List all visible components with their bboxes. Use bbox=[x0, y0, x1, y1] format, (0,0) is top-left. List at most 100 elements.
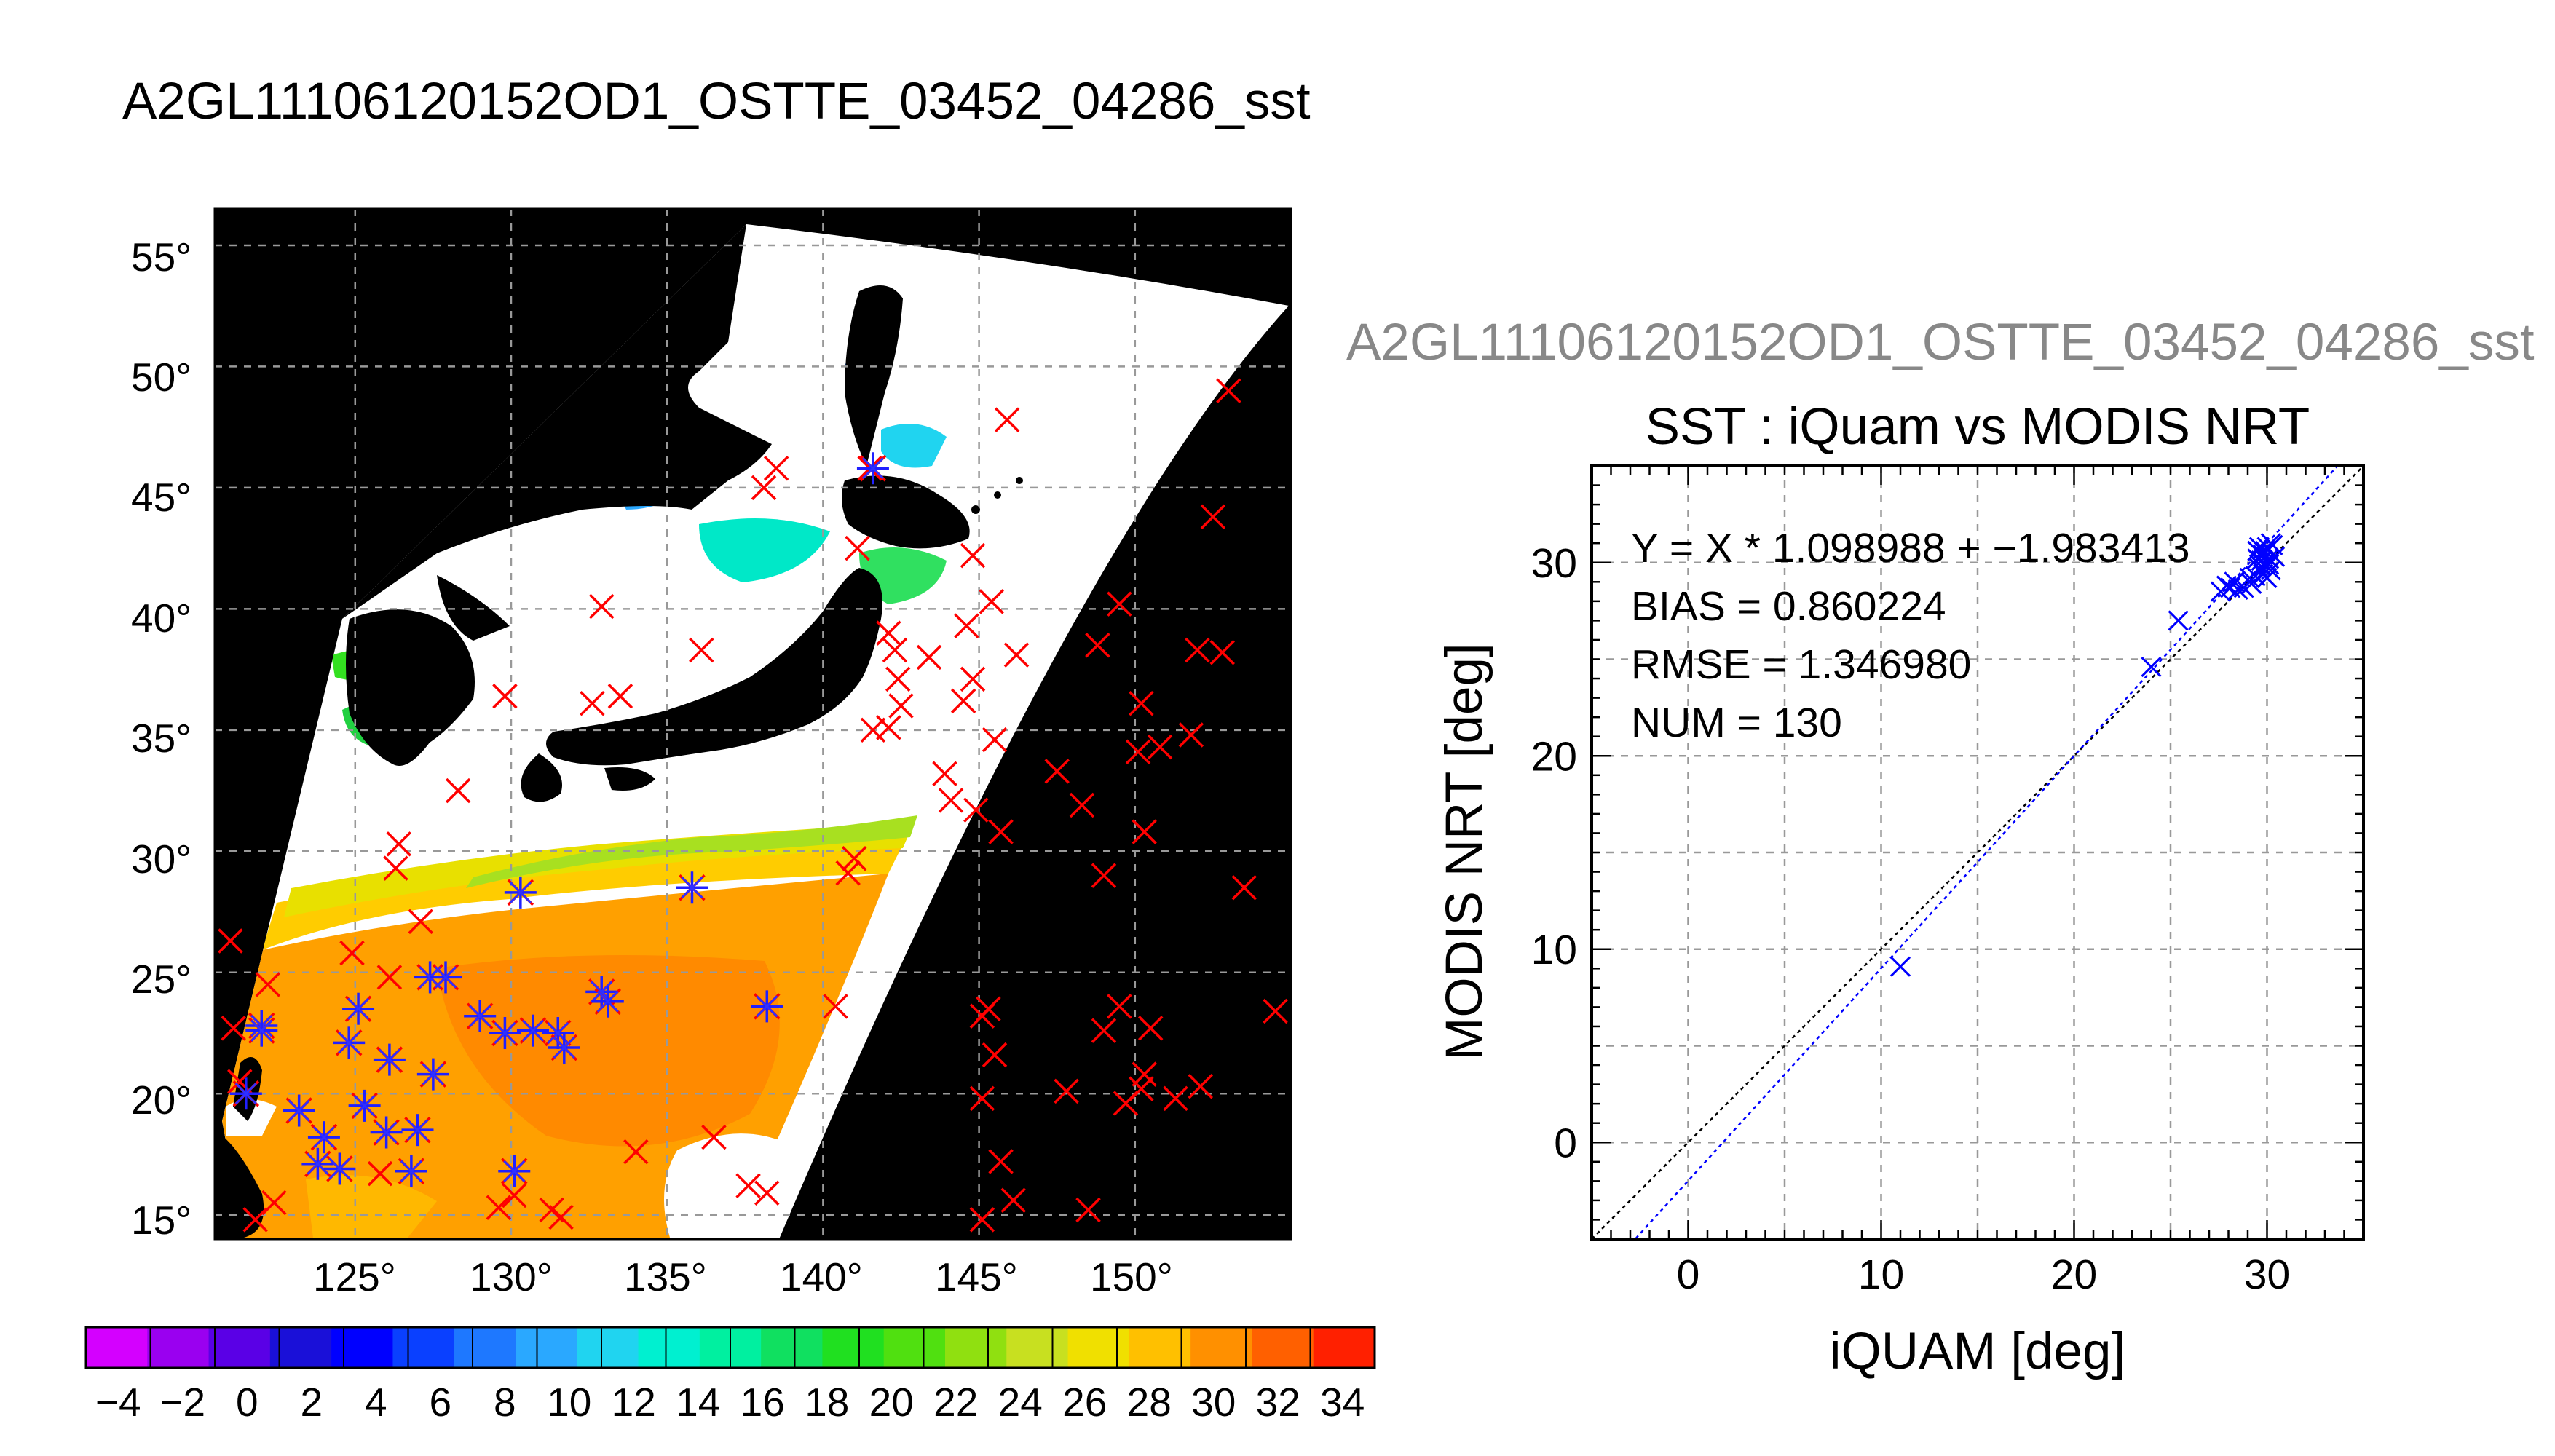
colorbar-cell bbox=[1313, 1327, 1375, 1368]
scatter-point bbox=[2259, 554, 2280, 575]
in-situ-marker bbox=[988, 819, 1014, 844]
in-situ-marker bbox=[845, 535, 870, 561]
in-situ-marker bbox=[969, 1085, 995, 1112]
in-situ-marker bbox=[954, 613, 979, 638]
scatter-frame bbox=[1590, 464, 2365, 1241]
matchup-marker bbox=[283, 1094, 315, 1127]
land-masses bbox=[218, 224, 1023, 1238]
in-situ-marker bbox=[1147, 734, 1173, 760]
scatter-point bbox=[2168, 610, 2189, 631]
in-situ-marker bbox=[376, 965, 403, 990]
matchup-marker bbox=[323, 1152, 356, 1185]
colorbar-cell bbox=[269, 1327, 332, 1368]
colorbar-cell bbox=[638, 1327, 700, 1368]
lon-tick-label: 130° bbox=[470, 1254, 553, 1299]
in-situ-marker bbox=[1003, 642, 1030, 668]
in-situ-marker bbox=[963, 797, 989, 823]
colorbar-cell bbox=[516, 1327, 577, 1368]
in-situ-marker bbox=[841, 846, 867, 871]
scatter-title: SST : iQuam vs MODIS NRT bbox=[1646, 398, 2310, 456]
matchup-marker bbox=[395, 1155, 427, 1187]
in-situ-marker bbox=[979, 589, 1004, 614]
matchup-marker bbox=[498, 1155, 531, 1187]
matchup-marker bbox=[591, 985, 624, 1018]
in-situ-marker bbox=[689, 637, 714, 663]
in-situ-marker bbox=[1113, 1091, 1139, 1116]
colorbar-tick-label: 32 bbox=[1256, 1380, 1300, 1425]
in-situ-marker bbox=[701, 1124, 727, 1150]
colorbar-tick-label: −4 bbox=[95, 1380, 141, 1425]
matchup-marker bbox=[489, 1017, 521, 1049]
colorbar-cell bbox=[147, 1327, 210, 1368]
lon-tick-label: 145° bbox=[935, 1254, 1018, 1299]
colorbar-tick-label: 20 bbox=[869, 1380, 914, 1425]
in-situ-marker bbox=[860, 717, 886, 743]
x-tick-label: 0 bbox=[1677, 1251, 1700, 1298]
in-situ-marker bbox=[227, 1069, 253, 1094]
scatter-point bbox=[2141, 657, 2162, 678]
scatter-panel: A2GL11106120152OD1_OSTTE_03452_04286_sst… bbox=[1346, 314, 2535, 1380]
in-situ-marker bbox=[751, 475, 777, 501]
in-situ-marker bbox=[1075, 1197, 1101, 1223]
scatter-point bbox=[2260, 533, 2281, 554]
in-situ-marker bbox=[1188, 1074, 1213, 1099]
in-situ-marker bbox=[882, 637, 908, 663]
colorbar-tick-label: 22 bbox=[933, 1380, 978, 1425]
x-tick-label: 30 bbox=[2244, 1251, 2290, 1298]
lon-tick-labels: 125° 130° 135° 140° 145° 150° bbox=[313, 1254, 1173, 1299]
in-situ-marker bbox=[1125, 739, 1151, 765]
colorbar-tick-label: 8 bbox=[494, 1380, 516, 1425]
lat-tick-label: 55° bbox=[131, 234, 191, 280]
colorbar-cell bbox=[331, 1327, 393, 1368]
lat-tick-label: 20° bbox=[131, 1077, 191, 1123]
colorbar-tick-label: 14 bbox=[676, 1380, 720, 1425]
colorbar-tick-label: 6 bbox=[429, 1380, 451, 1425]
map-markers bbox=[218, 378, 1288, 1233]
matchup-marker bbox=[307, 1121, 340, 1154]
matchup-marker bbox=[516, 1014, 549, 1047]
colorbar-tick-label: 26 bbox=[1062, 1380, 1107, 1425]
in-situ-marker bbox=[976, 996, 1001, 1021]
matchup-marker bbox=[301, 1147, 334, 1180]
rmse-value: RMSE = 1.346980 bbox=[1631, 641, 1971, 688]
colorbar-tick-label: 10 bbox=[547, 1380, 591, 1425]
lat-tick-label: 45° bbox=[131, 475, 191, 520]
in-situ-marker bbox=[623, 1139, 649, 1165]
in-situ-marker bbox=[1085, 633, 1110, 658]
in-situ-marker bbox=[502, 1182, 527, 1208]
colorbar-tick-label: 24 bbox=[998, 1380, 1043, 1425]
matchup-marker bbox=[401, 1114, 434, 1147]
matchup-marker bbox=[245, 1014, 278, 1047]
in-situ-marker bbox=[1200, 504, 1226, 530]
scatter-points bbox=[1889, 533, 2286, 977]
matchup-marker bbox=[542, 1017, 574, 1049]
colorbar-tick-label: 28 bbox=[1127, 1380, 1172, 1425]
scatter-grid bbox=[1592, 466, 2364, 1239]
in-situ-marker bbox=[1129, 690, 1154, 716]
colorbar-cell bbox=[208, 1327, 271, 1368]
lat-tick-labels: 55° 50° 45° 40° 35° 30° 25° 20° 15° bbox=[131, 234, 191, 1243]
in-situ-marker bbox=[982, 727, 1008, 753]
in-situ-marker bbox=[876, 715, 901, 740]
in-situ-marker bbox=[994, 407, 1020, 432]
matchup-marker bbox=[348, 1089, 381, 1122]
in-situ-marker bbox=[367, 1160, 393, 1187]
matchup-marker bbox=[676, 871, 708, 904]
sst-map-panel: 55° 50° 45° 40° 35° 30° 25° 20° 15° 125°… bbox=[131, 207, 1292, 1299]
map-frame bbox=[213, 207, 1292, 1241]
in-situ-marker bbox=[492, 683, 518, 709]
colorbar-tick-labels: −4 −2 0 2 4 6 8 10 12 14 16 18 20 22 24 26 28 30 32 34 bbox=[95, 1380, 1365, 1425]
colorbar-cells bbox=[85, 1327, 1375, 1368]
lat-tick-label: 15° bbox=[131, 1198, 191, 1243]
in-situ-marker bbox=[1069, 792, 1095, 818]
matchup-marker bbox=[373, 1043, 406, 1076]
lon-tick-label: 150° bbox=[1090, 1254, 1173, 1299]
in-situ-marker bbox=[486, 1195, 512, 1220]
matchup-marker bbox=[430, 961, 462, 994]
lon-tick-label: 125° bbox=[313, 1254, 396, 1299]
colorbar-tick-label: 12 bbox=[612, 1380, 656, 1425]
x-tick-label: 10 bbox=[1858, 1251, 1904, 1298]
in-situ-marker bbox=[221, 1016, 246, 1041]
colorbar-cell bbox=[945, 1327, 1007, 1368]
